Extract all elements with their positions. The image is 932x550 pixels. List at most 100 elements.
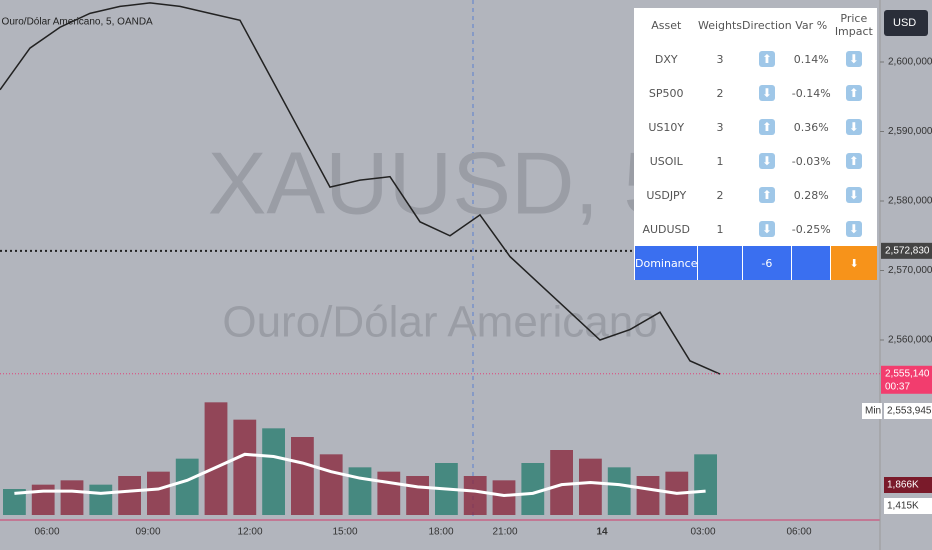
cell-text: 0.36% <box>793 120 829 134</box>
arrow: ⬇ <box>758 85 775 101</box>
time-label: 06:00 <box>34 527 59 538</box>
cell: USOIL <box>635 144 698 178</box>
arrow: ⬇ <box>758 153 775 169</box>
current-box <box>881 242 932 259</box>
cell-text: DXY <box>654 52 678 66</box>
volume-bar <box>694 454 717 515</box>
cell: ⬆ <box>831 144 877 178</box>
cell-text: 2 <box>716 188 724 202</box>
cell-text: AUDUSD <box>642 222 691 236</box>
cell-text: Direction <box>742 18 792 32</box>
cell-text: Price Impact <box>834 12 873 38</box>
volume-bar <box>607 467 631 515</box>
cell: -0.25% <box>792 212 831 246</box>
volume-bar <box>262 428 285 515</box>
time-label: 03:00 <box>690 527 715 538</box>
vol1-box <box>884 477 932 493</box>
price-label: 2,590,000 <box>888 126 932 137</box>
volume-bar <box>3 489 26 515</box>
cell: 1 <box>698 144 742 178</box>
cell-text: 3 <box>716 52 724 66</box>
cell-text: -0.25% <box>791 222 831 236</box>
time-label: 14 <box>596 527 608 538</box>
watermark-sub: Ouro/Dólar Americano <box>222 298 657 347</box>
cell: ⬇ <box>742 144 792 178</box>
row: US10Y 3 ⬆ 0.36% ⬇ <box>635 110 878 144</box>
symbol-line: , Ouro/Dólar Americano, 5, OANDA <box>0 17 153 28</box>
last-box <box>881 365 932 394</box>
cell: -0.14% <box>792 76 831 110</box>
price-label: 2,560,000 <box>888 335 932 346</box>
row: USOIL 1 ⬇ -0.03% ⬆ <box>635 144 878 178</box>
cell-text: -6 <box>761 256 773 270</box>
volume-bar <box>60 480 84 515</box>
cell: USDJPY <box>635 178 698 212</box>
cell-text: SP500 <box>648 86 684 100</box>
arrow: ⬆ <box>758 119 775 135</box>
cell-text: Weights <box>697 18 743 32</box>
volume-bar <box>521 463 545 515</box>
cell: Weights <box>698 8 742 42</box>
current-label: 2,572,830 <box>885 245 930 256</box>
cell: ⬇ <box>831 178 877 212</box>
min-box <box>884 403 932 419</box>
price-label: 2,570,000 <box>888 265 932 276</box>
cell: Dominance <box>633 246 698 280</box>
row: Asset Weights Direction Var % Price Impact <box>635 8 878 42</box>
cell: Price Impact <box>831 8 877 42</box>
cell: ⬇ <box>831 212 877 246</box>
cell: 0.36% <box>792 110 831 144</box>
volume-bar <box>89 484 113 515</box>
cell: ⬆ <box>742 110 792 144</box>
cell: -6 <box>741 246 792 280</box>
cell-text: 0.28% <box>793 188 829 202</box>
vol1: 1,866K <box>887 480 919 491</box>
arrow: ⬇ <box>845 221 862 237</box>
volume-bar <box>175 458 199 515</box>
price-line <box>0 2 721 375</box>
cell-text: Var % <box>795 18 828 32</box>
volume-bar <box>579 458 602 515</box>
cell: SP500 <box>635 76 698 110</box>
volume-bar <box>319 454 343 515</box>
vol2: 1,415K <box>887 501 919 512</box>
cell: Asset <box>635 8 698 42</box>
row: Dominance -6 ⬇ <box>633 246 877 280</box>
cell: 2 <box>698 76 742 110</box>
cell: ⬆ <box>742 178 792 212</box>
time-label: 21:00 <box>492 527 517 538</box>
cell-text: 3 <box>716 120 724 134</box>
min-label: 2,553,945 <box>887 406 932 417</box>
cell-text: -0.14% <box>791 86 831 100</box>
cell-text: 1 <box>716 154 724 168</box>
cell: 0.28% <box>792 178 831 212</box>
volume-bar <box>348 467 372 515</box>
arrow: ⬆ <box>758 187 775 203</box>
cell-text: USDJPY <box>646 188 687 202</box>
row: SP500 2 ⬇ -0.14% ⬆ <box>635 76 878 110</box>
min-tag: Min <box>865 406 881 417</box>
arrow: ⬆ <box>758 51 775 67</box>
cell: ⬆ <box>831 76 877 110</box>
time-label: 15:00 <box>332 527 357 538</box>
asset-table: Asset Weights Direction Var % Price Impact DX… <box>633 8 878 280</box>
currency-box <box>884 10 928 36</box>
row: AUDUSD 1 ⬇ -0.25% ⬇ <box>635 212 878 246</box>
volume-bar <box>291 437 314 515</box>
currency: USD <box>893 17 916 29</box>
volume-bar <box>204 402 228 515</box>
cell: 3 <box>698 110 742 144</box>
cell: AUDUSD <box>635 212 698 246</box>
watermark: XAUUSD, 5 <box>208 133 673 232</box>
cell-text: 2 <box>716 86 724 100</box>
volume-bar <box>492 480 516 515</box>
cell-text: 1 <box>716 222 724 236</box>
volume-bar <box>31 484 55 515</box>
arrow: ⬆ <box>845 153 862 169</box>
arrow: ⬇ <box>845 119 862 135</box>
time-label: 12:00 <box>237 527 262 538</box>
volume-bar <box>463 476 487 515</box>
volume-bar <box>550 450 573 515</box>
last-label: 2,555,140 <box>885 368 930 379</box>
